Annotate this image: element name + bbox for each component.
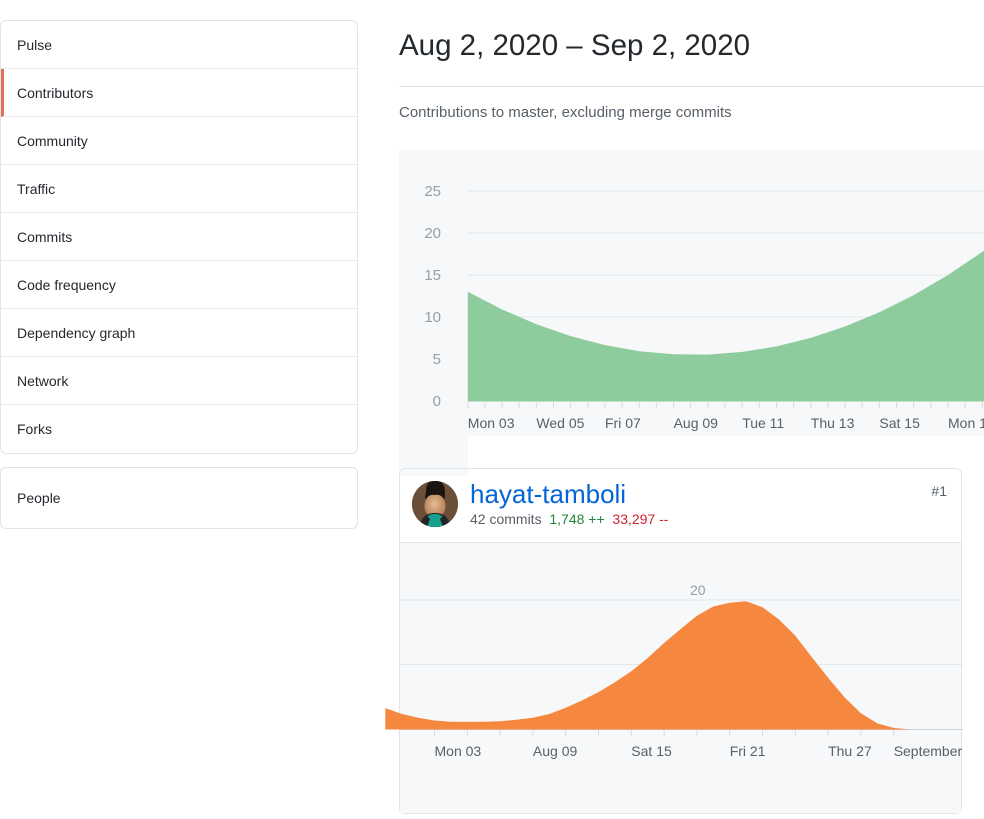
svg-text:Mon 03: Mon 03: [435, 743, 482, 759]
svg-text:Mon 03: Mon 03: [468, 415, 515, 431]
svg-text:September: September: [894, 743, 963, 759]
svg-text:Sat 15: Sat 15: [879, 415, 920, 431]
svg-text:Tue 11: Tue 11: [742, 415, 784, 431]
svg-text:10: 10: [424, 309, 441, 326]
svg-text:Sat 15: Sat 15: [631, 743, 672, 759]
svg-text:15: 15: [424, 267, 441, 284]
svg-text:Mon 17: Mon 17: [948, 415, 984, 431]
svg-text:5: 5: [433, 351, 441, 368]
svg-text:Thu 27: Thu 27: [828, 743, 872, 759]
svg-text:0: 0: [433, 393, 441, 410]
svg-text:Aug 09: Aug 09: [533, 743, 578, 759]
svg-text:Wed 05: Wed 05: [536, 415, 584, 431]
svg-text:Thu 13: Thu 13: [811, 415, 855, 431]
svg-text:25: 25: [424, 183, 441, 200]
svg-text:Fri 21: Fri 21: [730, 743, 766, 759]
svg-text:20: 20: [424, 225, 441, 242]
svg-text:Aug 09: Aug 09: [674, 415, 719, 431]
svg-text:Fri 07: Fri 07: [605, 415, 641, 431]
svg-text:20: 20: [690, 582, 706, 598]
